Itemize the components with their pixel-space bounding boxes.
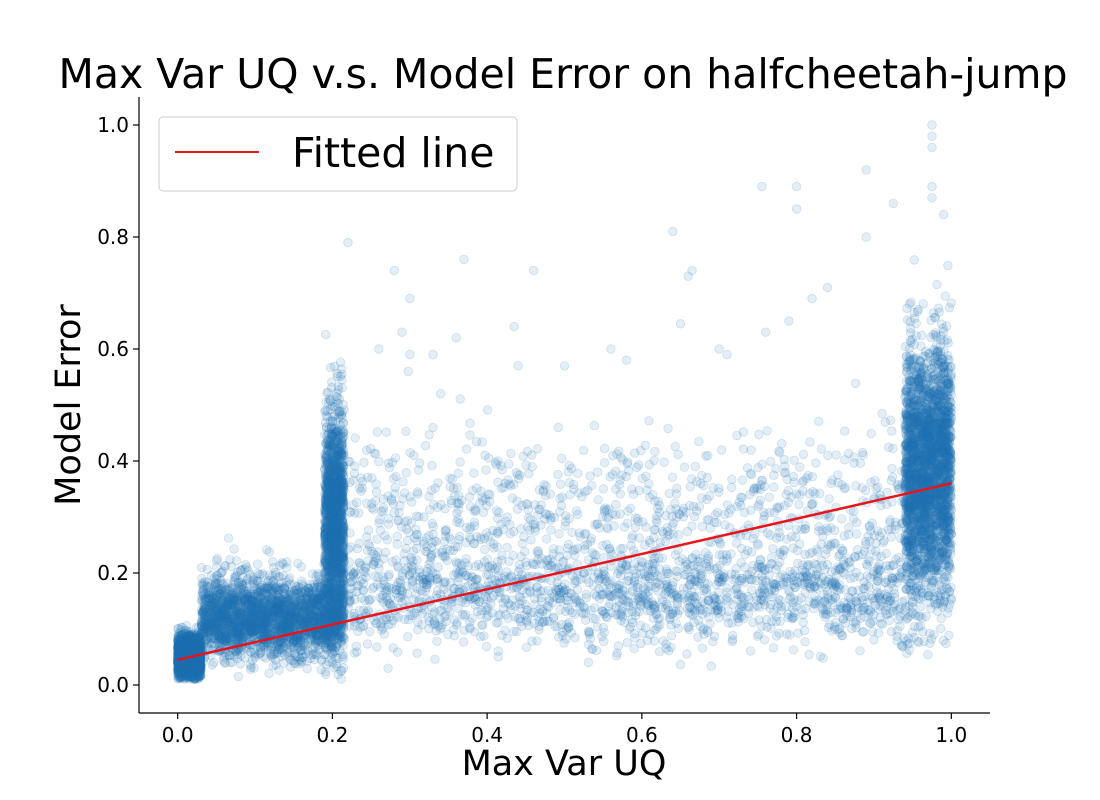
- scatter-point: [188, 640, 199, 650]
- scatter-point: [231, 556, 242, 566]
- scatter-point: [176, 664, 187, 675]
- scatter-point: [178, 659, 189, 670]
- scatter-point: [311, 571, 321, 581]
- scatter-point: [278, 638, 288, 648]
- scatter-point: [190, 644, 201, 655]
- scatter-points: [172, 120, 957, 685]
- scatter-point: [238, 579, 248, 590]
- scatter-point: [321, 669, 331, 680]
- scatter-point: [185, 670, 195, 680]
- scatter-point: [179, 635, 190, 645]
- scatter-point: [184, 634, 194, 644]
- scatter-point: [240, 653, 250, 663]
- scatter-point: [184, 660, 195, 670]
- scatter-point: [191, 661, 202, 672]
- scatter-point: [186, 637, 197, 648]
- scatter-point: [197, 573, 207, 584]
- scatter-point: [175, 641, 185, 651]
- scatter-point: [185, 663, 195, 674]
- scatter-point: [211, 562, 222, 572]
- scatter-point: [230, 571, 240, 581]
- scatter-point: [220, 561, 230, 571]
- scatter-point: [186, 632, 197, 643]
- scatter-point: [188, 662, 199, 672]
- scatter-point: [183, 642, 194, 653]
- scatter-point: [185, 669, 196, 679]
- scatter-point: [176, 648, 187, 659]
- scatter-point: [179, 669, 190, 680]
- scatter-point: [190, 666, 200, 677]
- scatter-point: [194, 661, 205, 671]
- scatter-point: [179, 666, 190, 676]
- scatter-point: [182, 659, 192, 669]
- scatter-point: [233, 671, 244, 682]
- scatter-point: [196, 562, 207, 573]
- scatter-point: [262, 545, 272, 555]
- scatter-point: [182, 668, 192, 678]
- scatter-point: [241, 589, 252, 600]
- scatter-point: [185, 638, 196, 649]
- scatter-point: [179, 662, 189, 672]
- scatter-point: [194, 670, 204, 681]
- chart-title: Max Var UQ v.s. Model Error on halfcheet…: [59, 50, 1068, 98]
- scatter-point: [175, 646, 185, 656]
- scatter-point: [264, 668, 274, 679]
- scatter-point: [309, 649, 319, 660]
- scatter-point: [186, 645, 197, 656]
- scatter-point: [183, 638, 193, 648]
- scatter-point: [191, 635, 202, 645]
- scatter-point: [181, 631, 191, 642]
- scatter-point: [180, 665, 190, 675]
- scatter-point: [246, 662, 257, 673]
- scatter-point: [175, 645, 186, 655]
- scatter-point: [178, 638, 189, 649]
- scatter-point: [187, 660, 197, 670]
- scatter-point: [191, 630, 202, 641]
- scatter-point: [189, 664, 200, 674]
- scatter-point: [229, 544, 239, 554]
- scatter-point: [196, 638, 206, 649]
- scatter-point: [175, 664, 185, 674]
- scatter-point: [179, 647, 190, 658]
- scatter-point: [188, 643, 199, 653]
- scatter-point: [173, 662, 184, 673]
- scatter-point: [190, 639, 201, 649]
- scatter-point: [184, 640, 195, 650]
- scatter-point: [190, 659, 201, 669]
- scatter-point: [175, 638, 186, 648]
- scatter-point: [223, 533, 234, 543]
- scatter-point: [182, 635, 193, 645]
- scatter-point: [183, 666, 194, 676]
- scatter-point: [252, 559, 263, 569]
- scatter-point: [179, 659, 189, 670]
- scatter-point: [176, 632, 186, 643]
- scatter-point: [193, 639, 203, 649]
- scatter-point: [192, 640, 203, 650]
- scatter-point: [189, 634, 199, 644]
- scatter-point: [192, 641, 202, 651]
- scatter-point: [196, 662, 206, 672]
- scatter-point: [189, 640, 199, 651]
- scatter-point: [173, 643, 183, 654]
- scatter-point: [179, 661, 189, 671]
- scatter-point: [191, 660, 201, 671]
- scatter-point: [183, 635, 193, 645]
- scatter-point: [182, 647, 192, 657]
- scatter-point: [293, 558, 303, 569]
